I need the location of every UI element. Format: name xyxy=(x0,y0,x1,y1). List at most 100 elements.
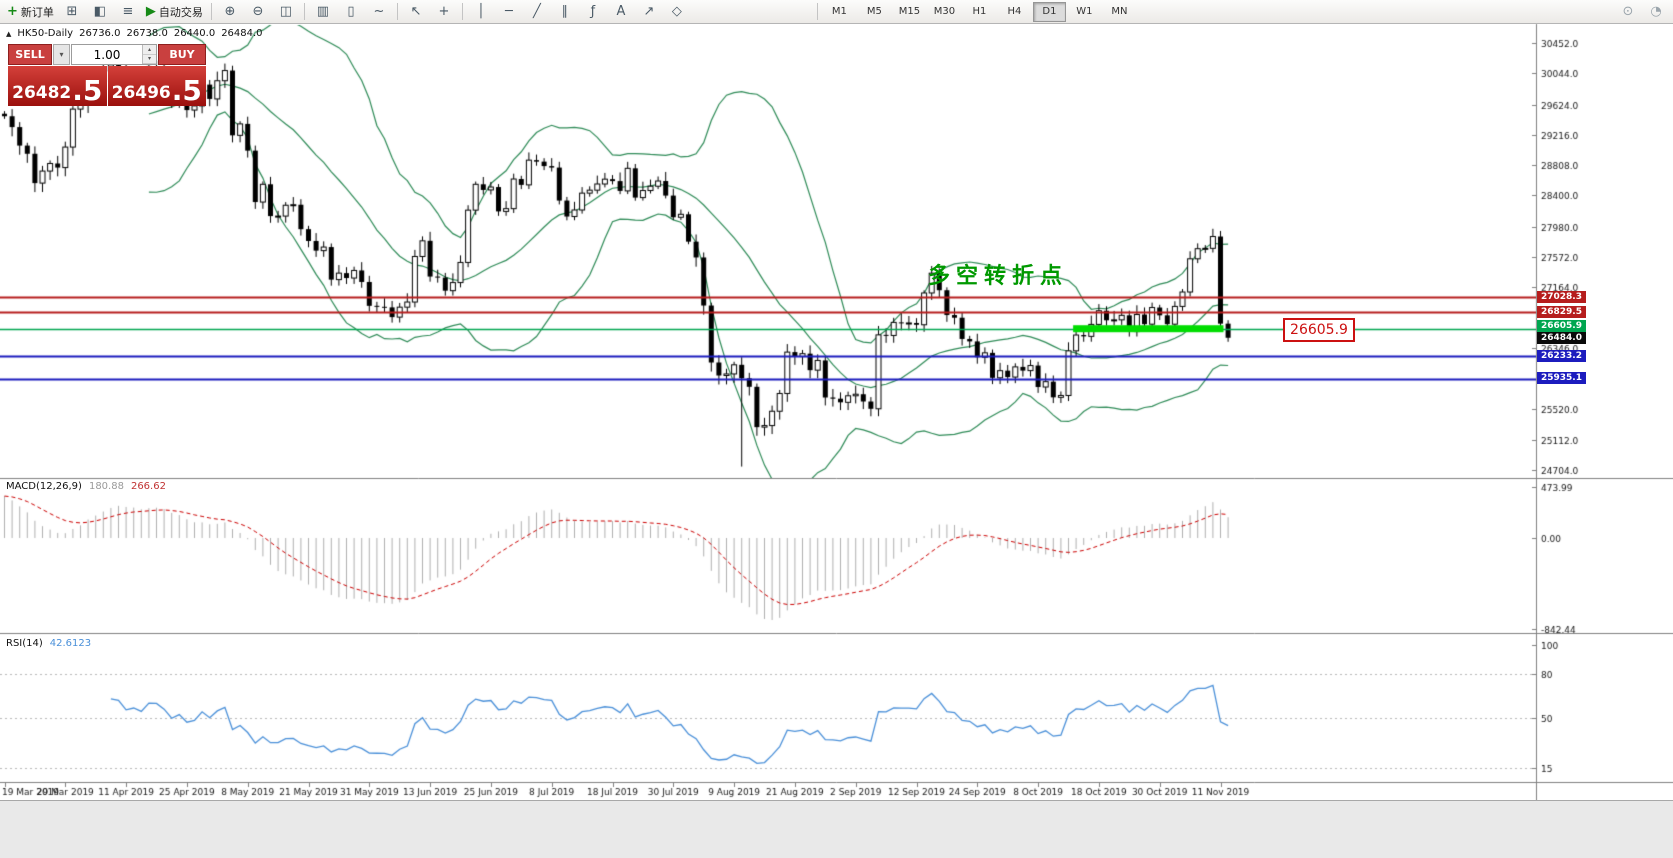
rsi-value: 42.6123 xyxy=(49,638,92,649)
tile-windows-icon: ◫ xyxy=(279,4,293,19)
rsi-title: RSI(14) xyxy=(6,638,43,649)
sell-price-frac: .5 xyxy=(72,73,103,107)
sell-button[interactable]: SELL xyxy=(8,44,52,65)
fibonacci-icon: ƒ xyxy=(590,4,596,19)
tile-windows-button[interactable]: ◫ xyxy=(273,1,299,23)
autotrade-label: 自动交易 xyxy=(158,5,203,19)
toolbar-separator xyxy=(396,3,398,20)
crosshair-icon: + xyxy=(438,4,450,19)
toolbar-separator xyxy=(210,3,212,20)
fibonacci-button[interactable]: ƒ xyxy=(580,1,606,23)
buy-price-display[interactable]: 26496 .5 xyxy=(107,66,206,107)
timeframe-d1-button[interactable]: D1 xyxy=(1032,1,1066,22)
price-callout[interactable]: 26605.9 xyxy=(1283,318,1355,342)
ohlc-high-value: 26738.0 xyxy=(126,28,168,39)
volume-increase-button[interactable]: ▴ xyxy=(143,45,156,55)
candlestick-chart-button[interactable]: ▯ xyxy=(338,1,364,23)
macd-title: MACD(12,26,9) xyxy=(6,481,82,492)
timeframe-m15-button[interactable]: M15 xyxy=(898,6,921,17)
shapes-tool-icon: ◇ xyxy=(671,4,682,19)
axis-label-current-price: 26484.0 xyxy=(1537,332,1586,344)
cursor-button[interactable]: ↖ xyxy=(403,1,429,23)
chart-ohlc-header: ▲ HK50-Daily 26736.0 26738.0 26440.0 264… xyxy=(6,28,263,39)
text-tool-icon: A xyxy=(616,4,626,19)
volume-value[interactable]: 1.00 xyxy=(93,47,121,62)
sell-options-dropdown[interactable]: ▾ xyxy=(53,44,70,65)
market-watch-icon: ≡ xyxy=(122,4,134,19)
market-watch-button[interactable]: ≡ xyxy=(115,1,141,23)
shapes-tool-button[interactable]: ◇ xyxy=(664,1,690,23)
window-layout-icon: ◔ xyxy=(1650,4,1662,19)
zoom-in-icon: ⊕ xyxy=(224,4,236,19)
timeframe-m1-button[interactable]: M1 xyxy=(831,6,847,17)
timeframe-m30-button[interactable]: M30 xyxy=(933,6,956,17)
trade-panel-controls: SELL ▾ 1.00 ▴ ▾ BUY xyxy=(8,44,206,65)
timeframe-m5-button[interactable]: M5 xyxy=(866,6,882,17)
sell-price-display[interactable]: 26482 .5 xyxy=(8,66,107,106)
new-order-icon: + xyxy=(7,4,18,19)
one-click-trade-panel: SELL ▾ 1.00 ▴ ▾ BUY 26482 .5 26496 .5 xyxy=(8,44,206,106)
channel-button[interactable]: ∥ xyxy=(552,1,578,23)
axis-label-resistance-1: 27028.3 xyxy=(1537,291,1586,303)
turning-point-label[interactable]: 多空转折点 xyxy=(928,264,1069,289)
axis-label-support-green: 26605.9 xyxy=(1537,320,1586,332)
bar-chart-button[interactable]: ▥ xyxy=(310,1,336,23)
autotrade-button[interactable]: ▶ 自动交易 xyxy=(143,1,206,23)
volume-spinner: ▴ ▾ xyxy=(142,45,156,64)
new-order-button[interactable]: + 新订单 xyxy=(4,1,57,23)
macd-panel-header: MACD(12,26,9) 180.88 266.62 xyxy=(6,481,166,492)
buy-price-frac: .5 xyxy=(171,73,202,107)
macd-main-value: 180.88 xyxy=(88,481,124,492)
cursor-icon: ↖ xyxy=(410,4,422,19)
timeframe-h4-button[interactable]: H4 xyxy=(1007,6,1022,17)
arrows-tool-button[interactable]: ↗ xyxy=(636,1,662,23)
crosshair-button[interactable]: + xyxy=(431,1,457,23)
trade-panel-prices: 26482 .5 26496 .5 xyxy=(8,66,206,106)
main-toolbar: + 新订单 ⊞ ◧ ≡ ▶ 自动交易 ⊕ ⊖ ◫ ▥ ▯ ~ ↖ + │ ─ ╱… xyxy=(0,0,1673,24)
horizontal-line-button[interactable]: ─ xyxy=(496,1,522,23)
rsi-panel-header: RSI(14) 42.6123 xyxy=(6,638,91,649)
line-chart-icon: ~ xyxy=(373,4,385,19)
trendline-button[interactable]: ╱ xyxy=(524,1,550,23)
axis-label-resistance-2: 26829.5 xyxy=(1537,306,1586,318)
symbol-collapse-icon: ▲ xyxy=(6,29,12,38)
horizontal-line-icon: ─ xyxy=(504,4,513,19)
chart-symbol-title: HK50-Daily xyxy=(17,28,74,39)
axis-label-support-blue-2: 25935.1 xyxy=(1537,372,1586,384)
bar-chart-icon: ▥ xyxy=(316,4,330,19)
candlestick-chart-icon: ▯ xyxy=(347,4,355,19)
profiles-icon: ◧ xyxy=(93,4,107,19)
trendline-icon: ╱ xyxy=(532,4,541,19)
toolbar-right-group: ⊙ ◔ xyxy=(1615,1,1669,23)
volume-decrease-button[interactable]: ▾ xyxy=(143,54,156,64)
ohlc-low-value: 26440.0 xyxy=(173,28,216,39)
toolbar-separator xyxy=(303,3,305,20)
zoom-out-button[interactable]: ⊖ xyxy=(245,1,271,23)
buy-button[interactable]: BUY xyxy=(158,44,206,65)
buy-price-int: 26496 xyxy=(111,83,171,103)
search-button[interactable]: ⊙ xyxy=(1615,1,1641,23)
text-tool-button[interactable]: A xyxy=(608,1,634,23)
profiles-button[interactable]: ◧ xyxy=(87,1,113,23)
zoom-in-button[interactable]: ⊕ xyxy=(217,1,243,23)
new-chart-button[interactable]: ⊞ xyxy=(59,1,85,23)
timeframe-w1-button[interactable]: W1 xyxy=(1076,6,1093,17)
timeframe-mn-button[interactable]: MN xyxy=(1111,6,1128,17)
vertical-line-button[interactable]: │ xyxy=(468,1,494,23)
autotrade-icon: ▶ xyxy=(145,4,156,19)
sell-price-int: 26482 xyxy=(12,83,72,103)
zoom-out-icon: ⊖ xyxy=(252,4,264,19)
macd-signal-value: 266.62 xyxy=(130,481,166,492)
toolbar-separator xyxy=(461,3,463,20)
volume-input[interactable]: 1.00 ▴ ▾ xyxy=(71,44,157,65)
ohlc-close-value: 26484.0 xyxy=(221,28,263,39)
window-layout-button[interactable]: ◔ xyxy=(1643,1,1669,23)
new-order-label: 新订单 xyxy=(20,5,54,19)
search-icon: ⊙ xyxy=(1622,4,1634,19)
new-chart-icon: ⊞ xyxy=(66,4,78,19)
channel-icon: ∥ xyxy=(561,4,569,19)
line-chart-button[interactable]: ~ xyxy=(366,1,392,23)
timeframe-h1-button[interactable]: H1 xyxy=(972,6,987,17)
